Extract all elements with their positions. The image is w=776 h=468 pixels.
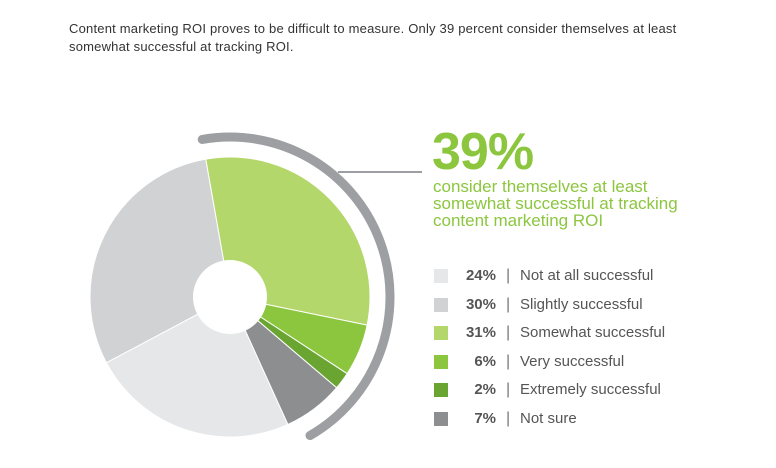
legend-separator: |	[506, 410, 511, 427]
legend-value: 24%	[465, 267, 496, 284]
legend-label: Somewhat successful	[520, 324, 666, 342]
legend-separator: |	[506, 324, 511, 342]
legend-label: Not at all successful	[520, 267, 654, 284]
intro-text: Content marketing ROI proves to be diffi…	[69, 21, 677, 54]
legend-separator: |	[506, 381, 511, 399]
legend-value: 6%	[474, 352, 496, 370]
callout-big-value: 39%	[432, 123, 534, 181]
legend-swatch	[434, 297, 448, 312]
legend-value: 30%	[465, 295, 496, 313]
donut-hole	[193, 260, 267, 334]
legend-value: 7%	[474, 410, 496, 427]
callout-text: consider themselves at least somewhat su…	[433, 178, 733, 229]
legend-swatch	[434, 383, 448, 398]
highlight-arc	[197, 132, 395, 441]
legend-separator: |	[506, 352, 511, 370]
legend-label: Extremely successful	[520, 381, 661, 399]
legend-value: 2%	[474, 381, 496, 399]
legend-separator: |	[506, 267, 511, 284]
callout-line-3: content marketing ROI	[433, 211, 604, 230]
legend-swatch	[434, 326, 448, 341]
legend-swatch	[434, 354, 448, 369]
callout-line-2: somewhat successful at tracking	[433, 194, 678, 213]
legend-separator: |	[506, 295, 511, 313]
pie-slice-slightly-successful	[89, 158, 231, 364]
legend-swatch	[434, 269, 448, 283]
legend-value: 31%	[465, 324, 496, 342]
legend-label: Very successful	[520, 352, 625, 370]
legend-label: Not sure	[520, 410, 577, 427]
legend-swatch	[434, 412, 448, 426]
pie-slice-not-at-all-successful	[105, 296, 289, 438]
callout-line-1: consider themselves at least	[433, 177, 648, 196]
legend-label: Slightly successful	[520, 295, 643, 313]
